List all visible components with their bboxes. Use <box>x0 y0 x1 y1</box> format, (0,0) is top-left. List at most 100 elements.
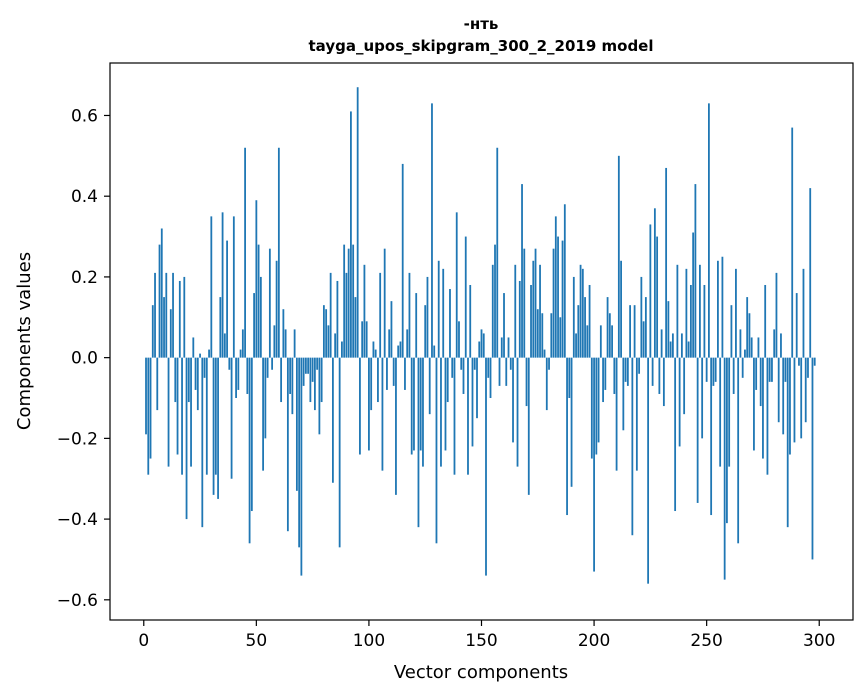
bar <box>543 349 546 358</box>
bar <box>205 357 208 475</box>
bar <box>554 216 557 358</box>
bar <box>426 276 429 358</box>
bar <box>273 325 276 358</box>
bar <box>624 357 627 382</box>
bar <box>280 357 283 403</box>
bar <box>534 248 537 358</box>
plot-frame <box>109 62 854 621</box>
bar <box>433 345 436 358</box>
bar <box>295 357 298 491</box>
bar <box>728 357 731 467</box>
bar <box>579 264 582 358</box>
y-tick-label: −0.2 <box>57 429 98 449</box>
bar <box>566 357 568 516</box>
bar <box>615 357 618 471</box>
bar <box>298 357 301 548</box>
bar <box>757 337 760 358</box>
bar <box>507 337 510 358</box>
bar <box>786 357 789 528</box>
bar <box>464 236 467 358</box>
bar <box>572 276 575 358</box>
bar <box>322 305 325 358</box>
bar <box>800 357 803 439</box>
bar <box>487 357 490 378</box>
bar <box>424 305 427 358</box>
bar <box>739 329 742 358</box>
bar <box>289 357 292 394</box>
bar <box>345 272 348 358</box>
bar <box>183 276 186 358</box>
bar <box>318 357 321 435</box>
bar <box>158 244 161 358</box>
bars-group <box>145 87 816 584</box>
bar <box>561 240 564 358</box>
bar <box>203 357 206 378</box>
bar <box>415 293 418 358</box>
bar <box>640 276 643 358</box>
bar <box>449 289 451 358</box>
bar <box>311 357 314 382</box>
bar <box>156 357 159 411</box>
bar <box>336 280 339 358</box>
bar <box>599 325 602 358</box>
bar <box>692 232 695 358</box>
bar <box>386 357 388 390</box>
bar <box>687 341 690 358</box>
bar <box>359 357 361 455</box>
bar <box>651 357 654 386</box>
bar <box>586 325 589 358</box>
bar <box>773 329 776 358</box>
bar <box>343 244 346 358</box>
bar <box>629 305 631 358</box>
bar <box>482 333 485 358</box>
bar <box>327 325 330 358</box>
bar <box>354 297 357 358</box>
bar <box>406 329 409 358</box>
bar <box>190 357 192 467</box>
bar <box>208 349 210 358</box>
bar <box>753 357 755 451</box>
bar <box>455 212 458 358</box>
bar <box>516 357 519 467</box>
bar <box>514 264 517 358</box>
bar <box>642 321 645 358</box>
bar <box>361 321 364 358</box>
bar <box>422 357 424 467</box>
bar <box>500 337 503 358</box>
bar <box>593 357 595 572</box>
bar <box>253 293 255 358</box>
bar <box>813 357 816 366</box>
bar <box>784 357 787 382</box>
bar <box>775 272 778 358</box>
bar <box>334 333 337 358</box>
bar <box>374 349 377 358</box>
bar <box>347 248 350 358</box>
bar <box>291 357 294 415</box>
bar <box>575 333 577 358</box>
bar <box>145 357 147 435</box>
bar <box>440 357 442 467</box>
bar <box>552 248 555 358</box>
bar <box>282 309 285 358</box>
bar <box>181 357 183 475</box>
bar <box>512 357 514 443</box>
bar <box>807 357 809 378</box>
bar <box>226 240 228 358</box>
bar <box>268 248 271 358</box>
bar <box>536 309 539 358</box>
bar <box>732 357 735 394</box>
bar <box>325 309 328 358</box>
bar <box>199 353 201 358</box>
bar <box>320 357 323 403</box>
bar <box>458 321 460 358</box>
bar <box>460 357 463 370</box>
y-tick-label: −0.6 <box>57 591 98 611</box>
bar <box>167 357 170 467</box>
bar <box>196 357 199 411</box>
bar <box>726 357 728 524</box>
bar <box>176 357 179 455</box>
bar <box>212 357 215 495</box>
bar <box>401 163 404 358</box>
bar <box>694 184 697 358</box>
bar <box>350 111 352 358</box>
